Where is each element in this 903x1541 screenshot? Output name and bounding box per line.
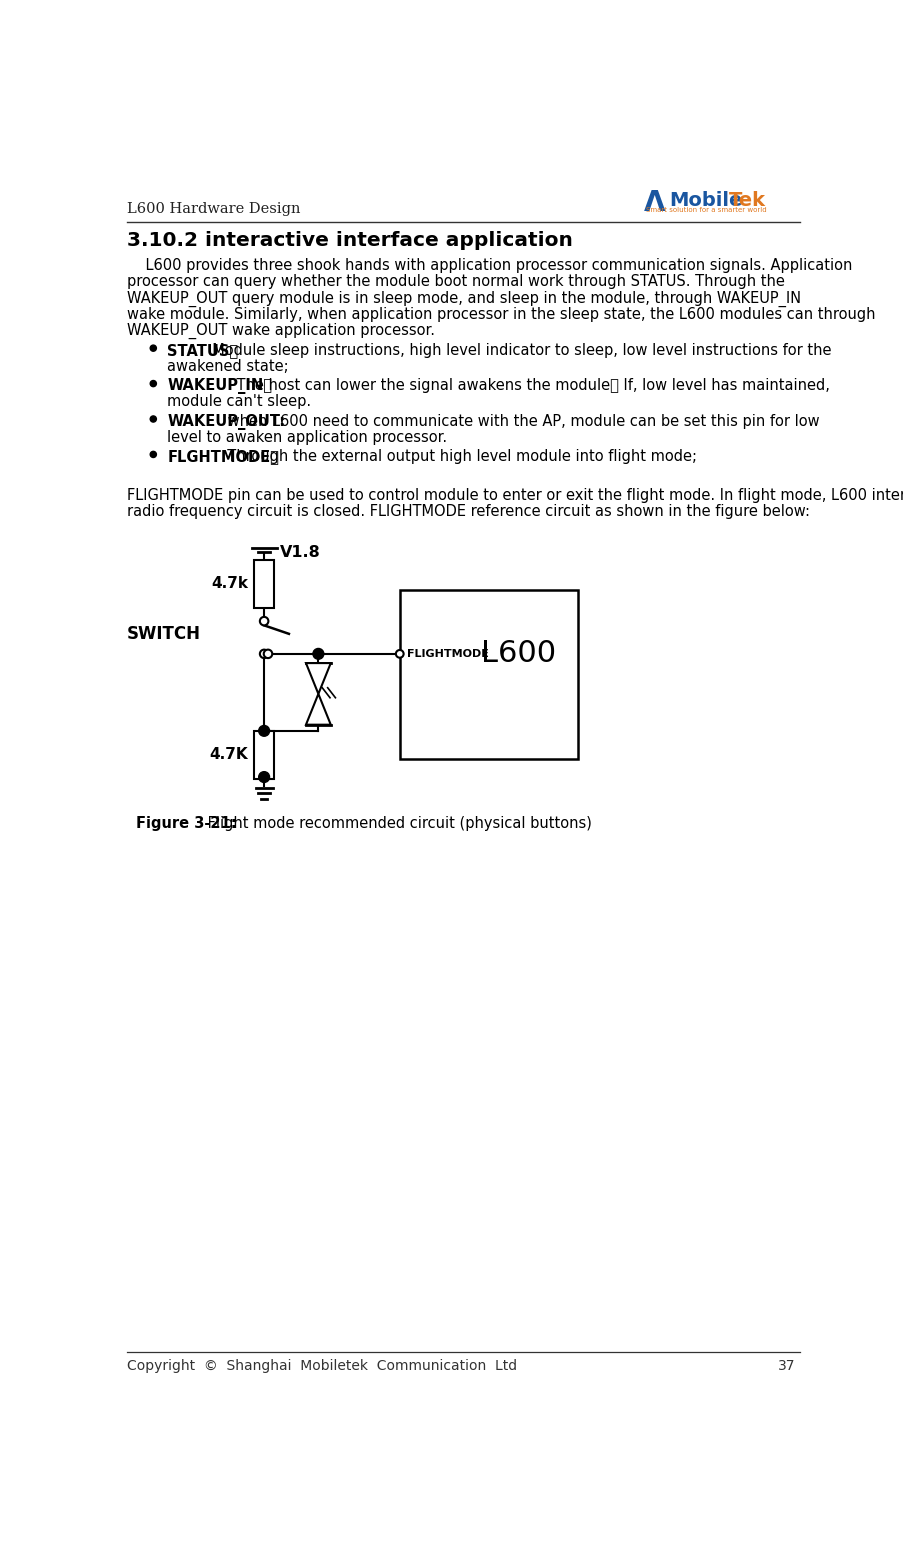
Text: radio frequency circuit is closed. FLIGHTMODE reference circuit as shown in the : radio frequency circuit is closed. FLIGH…	[126, 504, 809, 519]
Text: 37: 37	[777, 1359, 794, 1373]
Text: SWITCH: SWITCH	[126, 624, 200, 643]
Circle shape	[259, 616, 268, 626]
Text: Through the external output high level module into flight mode;: Through the external output high level m…	[218, 448, 696, 464]
Circle shape	[150, 416, 156, 422]
Text: The host can lower the signal awakens the module， If, low level has maintained,: The host can lower the signal awakens th…	[218, 378, 829, 393]
Text: L600 Hardware Design: L600 Hardware Design	[126, 202, 300, 216]
Text: 4.7k: 4.7k	[210, 576, 247, 592]
Text: wake module. Similarly, when application processor in the sleep state, the L600 : wake module. Similarly, when application…	[126, 307, 874, 322]
Circle shape	[396, 650, 403, 658]
Text: module can't sleep.: module can't sleep.	[167, 394, 311, 410]
Polygon shape	[305, 663, 330, 693]
Text: L600 provides three shook hands with application processor communication signals: L600 provides three shook hands with app…	[126, 257, 852, 273]
Text: L600: L600	[480, 640, 555, 669]
Bar	[254, 559, 274, 607]
Text: awakened state;: awakened state;	[167, 359, 289, 374]
Text: Flight mode recommended circuit (physical buttons): Flight mode recommended circuit (physica…	[203, 815, 591, 831]
Text: FLIGHTMODE: FLIGHTMODE	[407, 649, 489, 660]
Text: V1.8: V1.8	[280, 544, 321, 559]
Text: WAKEUP_OUT query module is in sleep mode, and sleep in the module, through WAKEU: WAKEUP_OUT query module is in sleep mode…	[126, 290, 800, 307]
Text: Mobile: Mobile	[669, 191, 742, 210]
Circle shape	[259, 650, 268, 658]
Polygon shape	[305, 693, 330, 724]
Text: STATUS：: STATUS：	[167, 342, 238, 358]
Text: Tek: Tek	[729, 191, 765, 210]
Text: 3.10.2 interactive interface application: 3.10.2 interactive interface application	[126, 231, 573, 250]
Text: when L600 need to communicate with the AP, module can be set this pin for low: when L600 need to communicate with the A…	[222, 413, 818, 428]
Text: WAKEUP_OUT:: WAKEUP_OUT:	[167, 413, 285, 430]
Text: processor can query whether the module boot normal work through STATUS. Through : processor can query whether the module b…	[126, 274, 784, 290]
Text: WAKEUP_OUT wake application processor.: WAKEUP_OUT wake application processor.	[126, 322, 434, 339]
Text: Smart solution for a smarter world: Smart solution for a smarter world	[646, 206, 766, 213]
Circle shape	[150, 381, 156, 387]
Circle shape	[150, 345, 156, 351]
Text: FLIGHTMODE pin can be used to control module to enter or exit the flight mode. I: FLIGHTMODE pin can be used to control mo…	[126, 488, 903, 504]
Text: level to awaken application processor.: level to awaken application processor.	[167, 430, 447, 445]
Text: Figure 3-21:: Figure 3-21:	[136, 815, 237, 831]
Circle shape	[150, 452, 156, 458]
Circle shape	[258, 726, 269, 737]
Circle shape	[258, 772, 269, 783]
Text: Module sleep instructions, high level indicator to sleep, low level instructions: Module sleep instructions, high level in…	[202, 342, 830, 358]
Bar	[399, 590, 577, 760]
Text: Copyright  ©  Shanghai  Mobiletek  Communication  Ltd: Copyright © Shanghai Mobiletek Communica…	[126, 1359, 517, 1373]
Text: Λ: Λ	[643, 188, 665, 217]
Bar	[254, 730, 274, 778]
Text: WAKEUP_IN：: WAKEUP_IN：	[167, 378, 272, 394]
Text: 4.7K: 4.7K	[209, 747, 247, 763]
Text: FLGHTMODE：: FLGHTMODE：	[167, 448, 279, 464]
Circle shape	[312, 649, 323, 660]
Circle shape	[264, 650, 272, 658]
